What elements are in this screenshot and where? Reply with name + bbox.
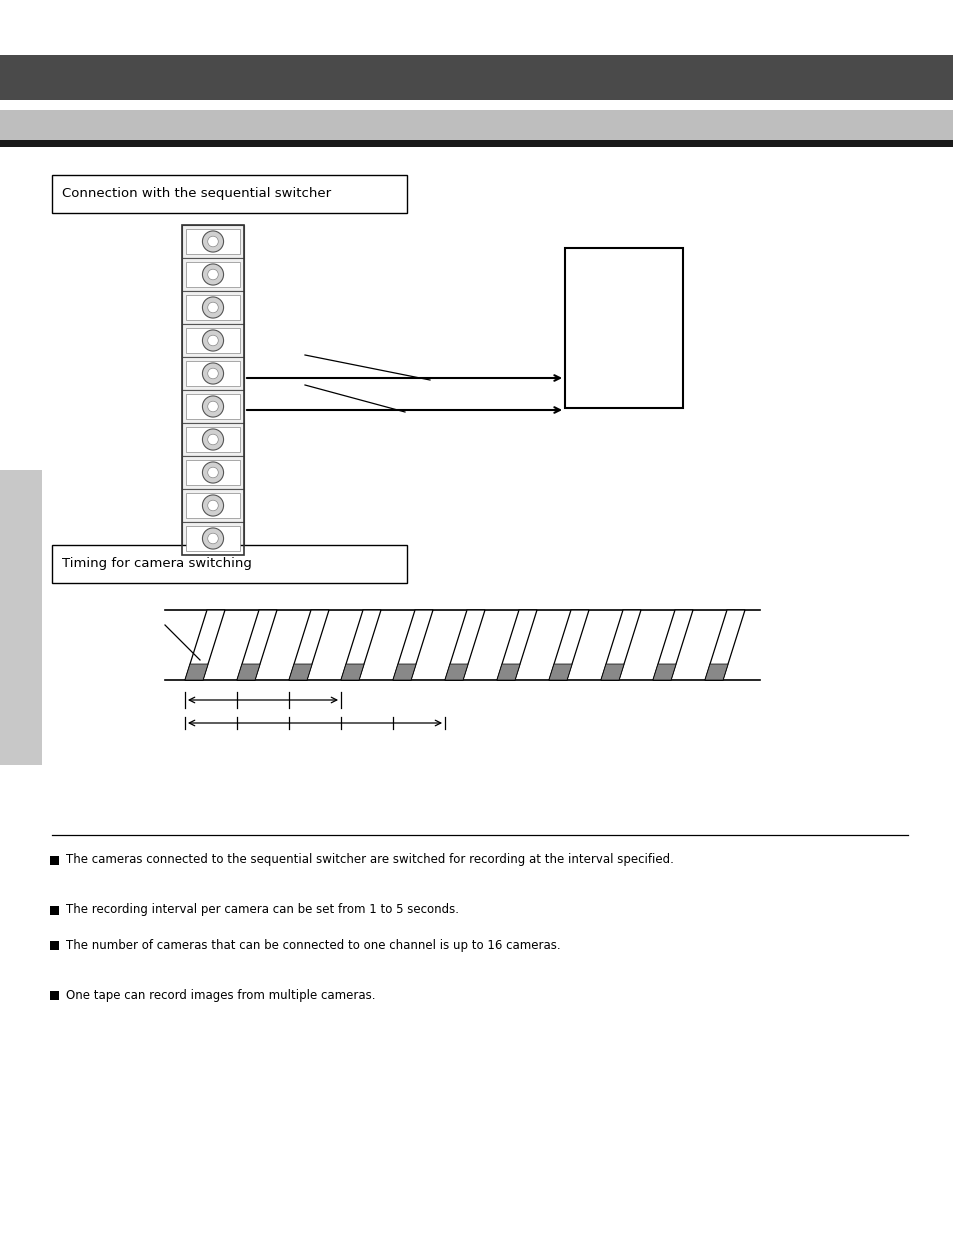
Bar — [182, 390, 244, 424]
Bar — [52, 545, 407, 583]
Bar — [186, 228, 240, 254]
Bar — [186, 394, 240, 419]
Circle shape — [202, 330, 223, 351]
Bar — [182, 225, 244, 258]
Bar — [186, 329, 240, 353]
Polygon shape — [652, 610, 692, 680]
Circle shape — [208, 236, 218, 247]
Polygon shape — [704, 664, 727, 680]
Polygon shape — [704, 610, 744, 680]
Circle shape — [202, 429, 223, 450]
Bar — [50, 941, 59, 950]
Text: Connection with the sequential switcher: Connection with the sequential switcher — [62, 188, 331, 200]
Polygon shape — [600, 664, 623, 680]
Bar — [52, 175, 407, 212]
Bar — [0, 110, 953, 140]
Bar — [0, 56, 953, 100]
Polygon shape — [289, 664, 312, 680]
Circle shape — [208, 368, 218, 379]
Polygon shape — [236, 664, 260, 680]
Bar — [182, 456, 244, 489]
Text: The recording interval per camera can be set from 1 to 5 seconds.: The recording interval per camera can be… — [66, 904, 458, 916]
Bar — [182, 489, 244, 522]
Circle shape — [208, 534, 218, 543]
Circle shape — [208, 435, 218, 445]
Circle shape — [202, 527, 223, 550]
Polygon shape — [444, 610, 484, 680]
Polygon shape — [236, 610, 276, 680]
Polygon shape — [497, 610, 537, 680]
Circle shape — [202, 495, 223, 516]
Polygon shape — [444, 664, 468, 680]
Bar — [182, 291, 244, 324]
Polygon shape — [340, 610, 380, 680]
Text: The cameras connected to the sequential switcher are switched for recording at t: The cameras connected to the sequential … — [66, 853, 673, 867]
Circle shape — [202, 363, 223, 384]
Bar — [186, 361, 240, 387]
Circle shape — [208, 467, 218, 478]
Bar — [182, 225, 244, 555]
Bar — [0, 471, 42, 764]
Circle shape — [208, 335, 218, 346]
Bar — [186, 459, 240, 485]
Bar — [182, 522, 244, 555]
Bar — [186, 526, 240, 551]
Text: Timing for camera switching: Timing for camera switching — [62, 557, 252, 571]
Circle shape — [202, 296, 223, 319]
Polygon shape — [497, 664, 519, 680]
Circle shape — [202, 264, 223, 285]
Bar — [564, 248, 682, 408]
Bar — [186, 295, 240, 320]
Polygon shape — [289, 610, 329, 680]
Polygon shape — [393, 610, 433, 680]
Circle shape — [202, 231, 223, 252]
Bar — [186, 262, 240, 287]
Bar — [182, 324, 244, 357]
Circle shape — [208, 303, 218, 312]
Polygon shape — [548, 664, 572, 680]
Circle shape — [202, 462, 223, 483]
Bar — [182, 258, 244, 291]
Bar — [182, 424, 244, 456]
Polygon shape — [393, 664, 416, 680]
Polygon shape — [600, 610, 640, 680]
Circle shape — [208, 500, 218, 511]
Polygon shape — [185, 610, 225, 680]
Bar — [50, 856, 59, 864]
Text: One tape can record images from multiple cameras.: One tape can record images from multiple… — [66, 988, 375, 1002]
Circle shape — [208, 401, 218, 411]
Polygon shape — [185, 664, 208, 680]
Bar — [186, 427, 240, 452]
Bar — [186, 493, 240, 517]
Text: The number of cameras that can be connected to one channel is up to 16 cameras.: The number of cameras that can be connec… — [66, 939, 560, 951]
Polygon shape — [340, 664, 364, 680]
Circle shape — [208, 269, 218, 280]
Bar — [0, 140, 953, 147]
Bar — [50, 990, 59, 1000]
Circle shape — [202, 396, 223, 417]
Polygon shape — [548, 610, 588, 680]
Bar — [182, 357, 244, 390]
Polygon shape — [652, 664, 676, 680]
Bar — [50, 906, 59, 915]
